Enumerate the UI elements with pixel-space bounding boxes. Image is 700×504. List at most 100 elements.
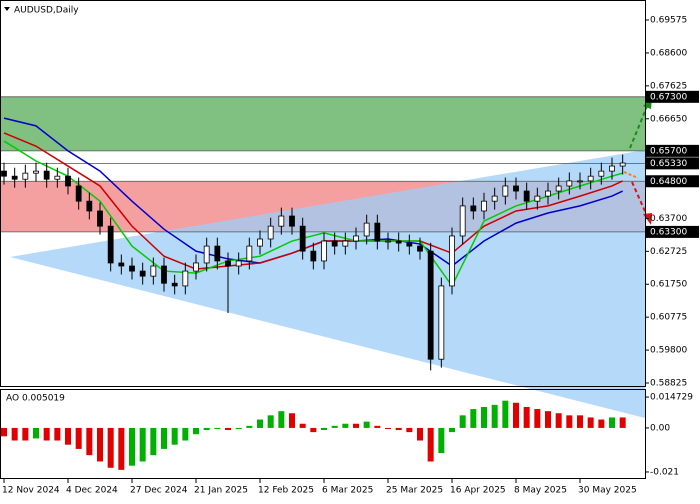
level-label-box — [646, 175, 699, 188]
candle-body — [321, 240, 327, 262]
candle-body — [118, 262, 125, 267]
ao-bar — [33, 427, 39, 439]
candle-body — [225, 260, 231, 267]
ao-bar — [22, 427, 29, 441]
candle-body — [139, 270, 146, 277]
candle-body — [182, 270, 189, 287]
ao-bar — [321, 427, 327, 431]
ao-bar — [459, 415, 466, 428]
x-tick-label: 6 Mar 2025 — [322, 486, 373, 496]
ao-bar — [598, 419, 605, 428]
candle-body — [523, 190, 530, 202]
ao-bar — [342, 423, 349, 428]
ao-bar — [257, 419, 263, 428]
ao-bar — [310, 427, 317, 433]
ao-bar — [353, 423, 359, 428]
candle-body — [97, 210, 103, 227]
candle-body — [449, 235, 455, 287]
ao-bar — [481, 406, 487, 428]
ao-bar — [491, 404, 498, 428]
level-label-box — [646, 90, 699, 103]
y-tick-label: 0.63700 — [650, 214, 687, 224]
forecast-triangle — [10, 150, 645, 418]
x-tick-label: 21 Jan 2025 — [194, 486, 248, 496]
level-label: 0.64800 — [650, 177, 687, 187]
ao-bar — [395, 427, 402, 431]
ao-bar — [331, 425, 338, 428]
ao-bar — [118, 427, 125, 470]
candle-body — [609, 165, 615, 172]
ao-bar — [577, 415, 583, 428]
ao-bar — [161, 427, 167, 449]
x-tick-label: 30 May 2025 — [578, 486, 637, 496]
y-tick-label: 0.62725 — [650, 247, 687, 257]
candle-body — [129, 265, 135, 272]
x-tick-label: 12 Feb 2025 — [258, 486, 314, 496]
candle-body — [342, 240, 349, 247]
ao-bar — [385, 427, 391, 429]
candle-body — [22, 172, 29, 180]
y-tick-label: 0.67625 — [650, 81, 687, 91]
ao-bar — [513, 402, 519, 428]
y-tick-label: 0.69575 — [650, 16, 687, 26]
level-label: 0.65700 — [650, 146, 687, 156]
ao-bar — [406, 427, 413, 433]
ao-bar — [97, 427, 103, 462]
ao-bar — [619, 417, 626, 428]
ao-bar — [129, 427, 135, 466]
candle-body — [150, 265, 157, 277]
candle-body — [438, 285, 445, 360]
ao-bar — [43, 427, 50, 441]
candle-body — [171, 282, 178, 287]
main-panel-frame — [0, 0, 646, 387]
ao-bar — [534, 409, 541, 428]
candle-body — [310, 250, 317, 262]
candle-body — [203, 245, 210, 264]
candle-body — [161, 265, 167, 284]
candle-body — [363, 222, 370, 237]
ao-bar — [235, 427, 242, 429]
y-tick-label: 0.59800 — [650, 346, 687, 356]
ao-bar — [86, 427, 93, 456]
ao-title: AO 0.005019 — [6, 394, 65, 404]
ao-bar — [246, 425, 253, 428]
ao-bar — [54, 427, 61, 441]
ao-bar — [65, 427, 71, 445]
ao-bar — [289, 413, 295, 428]
ao-bar — [267, 415, 274, 428]
level-label-box — [646, 225, 699, 238]
ao-bar — [278, 411, 285, 428]
ao-bar — [107, 427, 114, 468]
candle-body — [11, 175, 18, 180]
x-tick-label: 4 Dec 2024 — [66, 486, 118, 496]
ao-bar — [449, 427, 455, 433]
candle-body — [257, 238, 263, 247]
candle-body — [374, 222, 381, 242]
x-tick-label: 16 Apr 2025 — [450, 486, 506, 496]
mid-arrow — [623, 171, 639, 179]
ao-bar — [363, 421, 370, 428]
candle-body — [299, 225, 306, 252]
candle-body — [587, 175, 594, 182]
candle-body — [481, 200, 487, 212]
candle-body — [75, 185, 82, 202]
ao-bar — [502, 400, 509, 428]
level-label: 0.67300 — [650, 92, 687, 102]
candle-body — [54, 175, 61, 180]
chart-title: AUDUSD,Daily — [14, 6, 79, 16]
candle-body — [267, 225, 274, 240]
ao-bar — [11, 427, 18, 441]
ao-bar — [299, 423, 306, 428]
candle-body — [427, 250, 434, 360]
ao-tick-label: -0.021 — [650, 467, 679, 477]
level-label-box — [646, 157, 699, 170]
level-label-box — [646, 144, 699, 157]
candle-body — [65, 175, 71, 187]
x-tick-label: 12 Nov 2024 — [2, 486, 60, 496]
candle-body — [353, 235, 359, 242]
x-tick-label: 25 Mar 2025 — [386, 486, 443, 496]
candle-body — [107, 225, 114, 264]
y-tick-label: 0.68600 — [650, 48, 687, 58]
